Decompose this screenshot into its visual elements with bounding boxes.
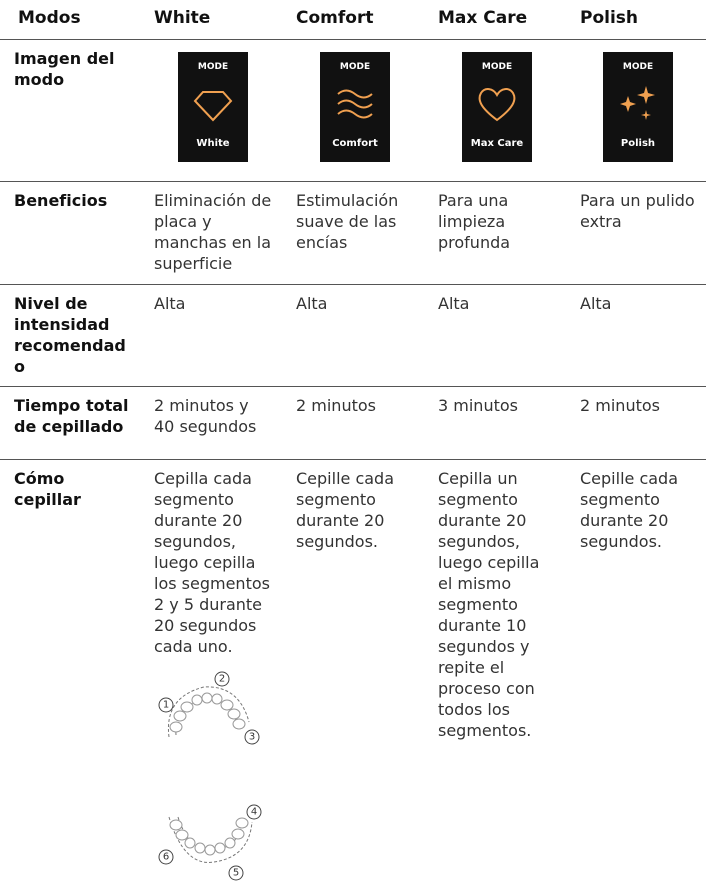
header-cell: Comfort [282, 0, 424, 40]
mode-word: MODE [197, 62, 229, 72]
sparkle-icon [620, 86, 655, 120]
segment-number: 1 [163, 700, 169, 711]
segment-number: 2 [219, 674, 225, 685]
segment-number: 6 [163, 852, 169, 863]
mode-name: Comfort [332, 138, 378, 149]
cell: Estimulación suave de las encías [282, 182, 424, 285]
heart-icon [478, 88, 516, 122]
segment-number: 3 [249, 732, 255, 743]
cell: 3 minutos [424, 387, 566, 460]
row-label: Cómo cepillar [14, 469, 81, 509]
cell: Cepilla cada segmento durante 20 segundo… [140, 460, 282, 895]
mode-icon: MODE Polish [603, 52, 673, 162]
header-cell: Polish [566, 0, 706, 40]
header-cell: Max Care [424, 0, 566, 40]
row-label: Tiempo total de cepillado [0, 387, 140, 460]
row-label: Beneficios [0, 182, 140, 285]
page: {"table":{"header":["Modos","White","Com… [0, 8, 706, 881]
mode-cell: MODE Polish [566, 40, 706, 182]
cell: Alta [282, 285, 424, 387]
mode-name: Polish [620, 138, 656, 149]
cell: Alta [566, 285, 706, 387]
cell: Para un pulido extra [566, 182, 706, 285]
cell: Cepille cada segmento durante 20 segundo… [296, 469, 394, 551]
cell: 2 minutos [566, 387, 706, 460]
mode-word: MODE [622, 62, 654, 72]
header-cell: White [140, 0, 282, 40]
cell: Alta [140, 285, 282, 387]
mode-icon: MODE Max Care [462, 52, 532, 162]
row-label: Nivel de intensidad recomendado [0, 285, 140, 387]
segment-number: 5 [233, 868, 239, 879]
diamond-icon [193, 91, 233, 122]
cell: Cepille cada segmento durante 20 segundo… [580, 469, 678, 551]
teeth-diagram: 1 2 3 4 5 6 [158, 671, 262, 881]
header-cell: Modos [0, 0, 140, 40]
mode-cell: MODE Comfort [282, 40, 424, 182]
mode-word: MODE [339, 62, 371, 72]
cell: 2 minutos [282, 387, 424, 460]
mode-icon: MODE Comfort [320, 52, 390, 162]
cell: 2 minutos y 40 segundos [140, 387, 282, 460]
mode-cell: MODE White [140, 40, 282, 182]
cell: Para una limpieza profunda [424, 182, 566, 285]
mode-word: MODE [481, 62, 513, 72]
wave-icon [337, 89, 373, 119]
cell: Alta [424, 285, 566, 387]
cell: Eliminación de placa y manchas en la sup… [140, 182, 282, 285]
segment-number: 4 [251, 807, 257, 818]
mode-name: Max Care [470, 138, 524, 149]
mode-cell: MODE Max Care [424, 40, 566, 182]
mode-icon: MODE White [178, 52, 248, 162]
row-label: Imagen del modo [0, 40, 140, 182]
mode-name: White [196, 138, 230, 149]
cell-text: Cepilla cada segmento durante 20 segundo… [154, 469, 270, 656]
cell: Cepilla un segmento durante 20 segundos,… [438, 469, 540, 740]
